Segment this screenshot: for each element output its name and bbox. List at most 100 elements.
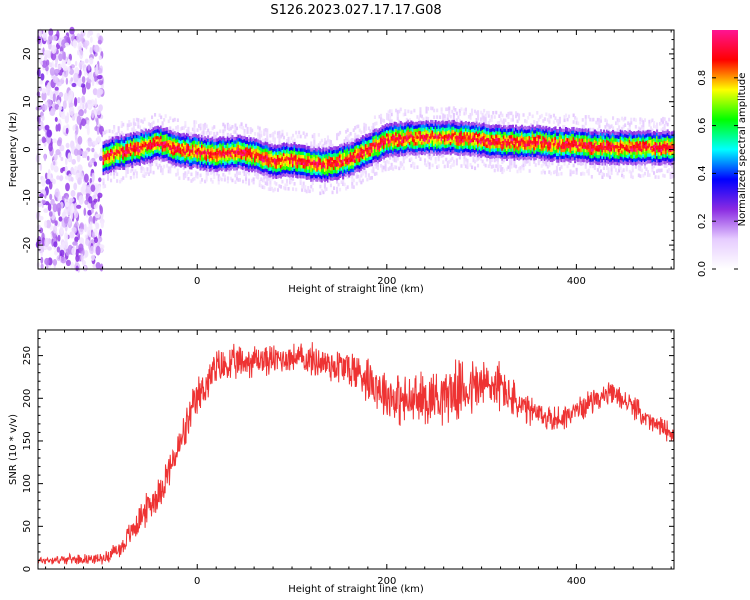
spectrogram-cell (91, 208, 94, 214)
spectrogram-cell (59, 249, 65, 257)
spectrogram-cell (589, 131, 592, 135)
spectrogram-cell (54, 117, 58, 122)
spectrogram-cell (93, 204, 98, 210)
spectrogram-cell (380, 117, 383, 121)
spectrogram-cell (515, 111, 518, 115)
spectrogram-cell (311, 181, 314, 185)
spectrogram-cell (425, 146, 428, 151)
spectrogram-cell (314, 171, 317, 175)
spectrogram-cell (131, 167, 134, 172)
spectrogram-cell (427, 153, 430, 158)
spectrogram-cell (216, 158, 219, 163)
spectrogram-cell (584, 155, 587, 159)
spectrogram-cell (255, 151, 258, 156)
spectrogram-cell (575, 117, 578, 122)
spectrogram-cell (407, 149, 410, 154)
spectrogram-cell (176, 131, 179, 136)
spectrogram-cell (98, 185, 101, 193)
spectrogram-cell (349, 155, 352, 159)
spectrogram-cell (160, 149, 163, 153)
spectrogram-cell (472, 135, 475, 139)
spectrogram-cell (357, 154, 360, 159)
spectrogram-cell (511, 154, 514, 159)
spectrogram-cell (97, 192, 103, 199)
spectrogram-cell (398, 153, 401, 157)
spectrogram-cell (427, 123, 430, 128)
spectrogram-cell (181, 153, 184, 157)
spectrogram-cell (477, 153, 480, 158)
spectrogram-cell (508, 124, 511, 129)
spectrogram-cell (346, 175, 349, 179)
spectrogram-cell (42, 104, 48, 111)
spectrogram-cell (607, 130, 610, 134)
spectrogram-cell (528, 139, 531, 143)
spectrogram-cell (436, 108, 439, 113)
spectrogram-cell (242, 159, 245, 164)
spectrogram-cell (414, 135, 417, 139)
spectrogram-cell (440, 110, 443, 115)
spectrogram-cell (276, 151, 279, 155)
spectrogram-cell (354, 152, 357, 157)
spectrogram-cell (589, 117, 592, 122)
spectrogram-cell (182, 159, 185, 164)
spectrogram-cell (471, 152, 474, 156)
spectrogram-cell (452, 106, 455, 110)
spectrogram-cell (266, 128, 269, 133)
spectrogram-cell (372, 122, 375, 127)
spectrogram-cell (249, 143, 252, 148)
spectrogram-cell (545, 135, 548, 140)
spectrogram-cell (263, 162, 266, 166)
spectrogram-cell (425, 150, 428, 154)
spectrogram-cell (557, 159, 560, 163)
spectrogram-cell (307, 155, 310, 160)
spectrogram-cell (172, 142, 175, 146)
spectrogram-cell (342, 165, 345, 170)
spectrogram-cell (471, 135, 474, 139)
spectrogram-cell (114, 156, 117, 160)
spectrogram-cell (199, 136, 202, 141)
spectrogram-cell (549, 145, 552, 149)
spectrogram-cell (451, 163, 454, 167)
spectrogram-cell (311, 171, 314, 175)
spectrogram-cell (569, 169, 572, 173)
spectrogram-cell (290, 146, 293, 151)
spectrogram-cell (386, 153, 389, 157)
spectrogram-cell (404, 149, 407, 153)
spectrogram-cell (499, 141, 502, 146)
spectrogram-cell (172, 132, 175, 136)
spectrogram-cell (211, 180, 214, 184)
spectrogram-cell (169, 169, 172, 174)
spectrogram-cell (39, 79, 43, 85)
spectrogram-cell (295, 164, 298, 168)
spectrogram-cell (467, 131, 470, 136)
spectrogram-cell (474, 133, 477, 137)
spectrogram-cell (301, 151, 304, 155)
spectrogram-cell (352, 145, 355, 149)
spectrogram-cell (175, 162, 178, 167)
spectrogram-cell (152, 157, 155, 161)
spectrogram-cell (114, 139, 117, 143)
spectrogram-cell (515, 144, 518, 149)
spectrogram-cell (96, 108, 102, 116)
spectrogram-cell (493, 145, 496, 149)
spectrogram-cell (190, 172, 193, 177)
spectrogram-cell (530, 153, 533, 157)
spectrogram-cell (584, 121, 587, 126)
spectrogram-cell (163, 138, 166, 142)
spectrogram-cell (375, 141, 378, 146)
spectrogram-cell (237, 154, 240, 159)
spectrogram-cell (131, 164, 134, 168)
spectrogram-cell (393, 155, 396, 159)
spectrogram-cell (425, 126, 428, 131)
spectrogram-cell (164, 137, 167, 142)
spectrogram-cell (326, 165, 329, 170)
spectrogram-cell (167, 166, 170, 170)
spectrogram-cell (308, 189, 311, 194)
spectrogram-cell (41, 91, 47, 101)
spectrogram-cell (178, 149, 181, 154)
spectrogram-cell (467, 148, 470, 153)
spectrogram-cell (255, 158, 258, 162)
spectrogram-cell (490, 131, 493, 136)
spectrogram-cell (472, 128, 475, 133)
spectrogram-cell (566, 157, 569, 162)
